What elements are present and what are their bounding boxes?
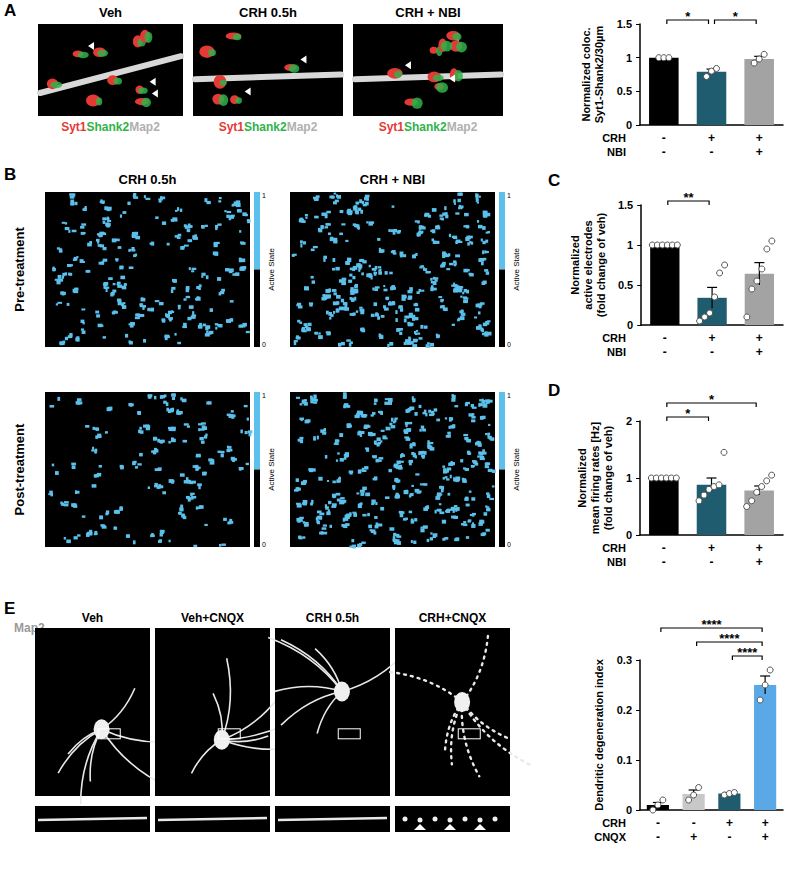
svg-text:+: + <box>756 131 763 145</box>
svg-text:Syt1Shank2Map2: Syt1Shank2Map2 <box>219 120 318 134</box>
svg-text:1: 1 <box>627 239 633 251</box>
svg-text:+: + <box>756 345 763 359</box>
svg-text:Active State: Active State <box>267 248 276 291</box>
svg-text:NBI: NBI <box>607 556 626 568</box>
svg-text:Dendritic degeneration index: Dendritic degeneration index <box>593 658 605 810</box>
svg-text:CRH+CNQX: CRH+CNQX <box>419 611 487 625</box>
svg-text:B: B <box>4 165 16 184</box>
svg-text:CNQX: CNQX <box>594 831 626 843</box>
svg-text:+: + <box>708 541 715 555</box>
svg-text:Veh: Veh <box>99 5 122 20</box>
svg-text:-: - <box>710 555 714 569</box>
svg-text:*: * <box>685 9 691 24</box>
svg-text:+: + <box>708 131 715 145</box>
svg-text:-: - <box>656 816 660 830</box>
svg-text:Syt1Shank2Map2: Syt1Shank2Map2 <box>379 120 478 134</box>
svg-text:Active State: Active State <box>512 448 521 491</box>
svg-text:-: - <box>663 331 667 345</box>
svg-text:****: **** <box>737 645 758 660</box>
svg-text:0: 0 <box>507 341 511 348</box>
svg-text:(fold change of veh): (fold change of veh) <box>602 425 614 530</box>
svg-text:0: 0 <box>627 319 633 331</box>
svg-text:*: * <box>733 9 739 24</box>
svg-text:2: 2 <box>626 415 632 427</box>
svg-text:0.3: 0.3 <box>617 654 632 666</box>
svg-text:Veh+CNQX: Veh+CNQX <box>181 611 244 625</box>
svg-text:**: ** <box>683 190 694 205</box>
svg-text:CRH + NBI: CRH + NBI <box>360 172 425 187</box>
svg-text:1.5: 1.5 <box>618 199 633 211</box>
svg-text:C: C <box>548 171 560 190</box>
svg-text:0.5: 0.5 <box>618 279 633 291</box>
svg-text:0.1: 0.1 <box>617 754 632 766</box>
svg-text:0: 0 <box>262 341 266 348</box>
svg-text:+: + <box>762 830 769 844</box>
svg-text:D: D <box>548 381 560 400</box>
svg-text:CRH: CRH <box>602 817 626 829</box>
svg-text:CRH 0.5h: CRH 0.5h <box>119 172 177 187</box>
svg-text:Map2: Map2 <box>14 621 45 635</box>
svg-text:Syt1-Shank2/30µm: Syt1-Shank2/30µm <box>593 26 605 124</box>
svg-text:0.2: 0.2 <box>617 704 632 716</box>
svg-text:1: 1 <box>507 392 511 399</box>
svg-text:0: 0 <box>626 804 632 816</box>
svg-text:E: E <box>4 599 15 618</box>
svg-text:A: A <box>4 1 16 20</box>
svg-text:Pre-treatment: Pre-treatment <box>12 227 27 312</box>
svg-text:CRH: CRH <box>602 332 626 344</box>
svg-text:Post-treatment: Post-treatment <box>12 423 27 515</box>
svg-text:Veh: Veh <box>82 611 103 625</box>
svg-text:*: * <box>685 406 691 421</box>
svg-text:-: - <box>710 345 714 359</box>
svg-text:-: - <box>663 345 667 359</box>
svg-text:Normalized: Normalized <box>569 235 581 294</box>
svg-text:1.5: 1.5 <box>617 18 632 30</box>
svg-text:NBI: NBI <box>607 146 626 158</box>
svg-text:-: - <box>662 145 666 159</box>
svg-text:Active State: Active State <box>512 248 521 291</box>
svg-text:-: - <box>662 131 666 145</box>
svg-text:CRH 0.5h: CRH 0.5h <box>306 611 359 625</box>
svg-text:CRH: CRH <box>602 542 626 554</box>
svg-text:-: - <box>662 541 666 555</box>
svg-text:Syt1Shank2Map2: Syt1Shank2Map2 <box>61 120 160 134</box>
svg-text:CRH + NBI: CRH + NBI <box>395 5 460 20</box>
svg-text:-: - <box>656 830 660 844</box>
svg-text:-: - <box>727 830 731 844</box>
svg-text:+: + <box>762 816 769 830</box>
svg-text:Normalized: Normalized <box>576 448 588 507</box>
svg-text:1: 1 <box>262 392 266 399</box>
svg-text:Normalized coloc.: Normalized coloc. <box>580 27 592 121</box>
svg-text:+: + <box>756 145 763 159</box>
svg-text:1: 1 <box>626 52 632 64</box>
svg-text:1: 1 <box>626 472 632 484</box>
svg-text:-: - <box>692 816 696 830</box>
svg-text:NBI: NBI <box>607 346 626 358</box>
svg-text:(fold change of veh): (fold change of veh) <box>595 212 607 317</box>
svg-text:****: **** <box>701 617 722 632</box>
svg-text:0: 0 <box>507 541 511 548</box>
svg-text:+: + <box>709 331 716 345</box>
svg-text:0: 0 <box>626 529 632 541</box>
svg-text:-: - <box>710 145 714 159</box>
svg-text:+: + <box>756 331 763 345</box>
svg-text:mean firing rates [Hz]: mean firing rates [Hz] <box>589 421 601 534</box>
svg-text:1: 1 <box>262 192 266 199</box>
svg-text:*: * <box>709 392 715 407</box>
svg-text:-: - <box>662 555 666 569</box>
svg-text:+: + <box>756 541 763 555</box>
svg-text:0: 0 <box>262 541 266 548</box>
svg-text:+: + <box>756 555 763 569</box>
svg-text:+: + <box>726 816 733 830</box>
svg-text:1: 1 <box>507 192 511 199</box>
svg-text:active electrodes: active electrodes <box>582 220 594 309</box>
svg-text:CRH: CRH <box>602 132 626 144</box>
svg-text:0: 0 <box>626 119 632 131</box>
svg-text:+: + <box>690 830 697 844</box>
svg-text:****: **** <box>719 631 740 646</box>
svg-text:Active State: Active State <box>267 448 276 491</box>
svg-text:0.5: 0.5 <box>617 85 632 97</box>
svg-text:CRH 0.5h: CRH 0.5h <box>239 5 297 20</box>
